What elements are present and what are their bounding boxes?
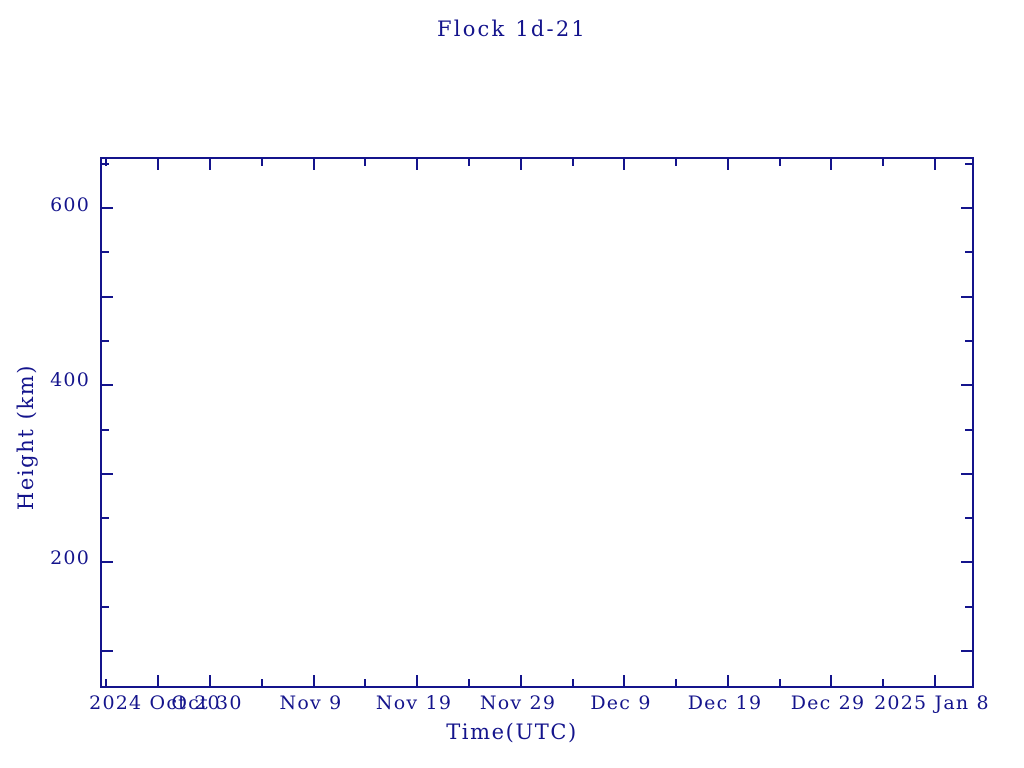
x-axis-tick-major bbox=[520, 675, 522, 686]
x-tick-label: Dec 19 bbox=[687, 692, 763, 714]
y-axis-tick-major bbox=[102, 207, 113, 209]
x-axis-tick-minor bbox=[882, 159, 884, 166]
x-axis-tick-minor bbox=[364, 679, 366, 686]
x-tick-label: 2024 Oct 20 bbox=[89, 692, 221, 714]
x-axis-title: Time(UTC) bbox=[446, 720, 578, 744]
y-axis-tick-major bbox=[102, 650, 113, 652]
x-axis-tick-major bbox=[416, 159, 418, 170]
x-axis-tick-minor bbox=[882, 679, 884, 686]
x-axis-tick-major bbox=[157, 675, 159, 686]
x-axis-tick-minor bbox=[572, 679, 574, 686]
x-axis-tick-major bbox=[520, 159, 522, 170]
x-axis-tick-major bbox=[830, 159, 832, 170]
x-axis-tick-major bbox=[727, 159, 729, 170]
y-axis-tick-major bbox=[102, 561, 113, 563]
y-axis-title: Height (km) bbox=[14, 363, 38, 511]
y-tick-label: 400 bbox=[50, 369, 90, 391]
y-axis-tick-major bbox=[961, 384, 972, 386]
y-axis-tick-minor bbox=[965, 517, 972, 519]
y-axis-tick-minor bbox=[102, 517, 109, 519]
y-axis-tick-major bbox=[961, 473, 972, 475]
y-axis-tick-minor bbox=[965, 251, 972, 253]
plot-area bbox=[102, 159, 972, 686]
x-axis-tick-major bbox=[157, 159, 159, 170]
y-axis-tick-major bbox=[961, 561, 972, 563]
x-axis-tick-minor bbox=[675, 159, 677, 166]
x-tick-label: Dec 9 bbox=[590, 692, 652, 714]
x-axis-tick-major bbox=[623, 159, 625, 170]
x-axis-tick-minor bbox=[468, 679, 470, 686]
x-tick-label: Nov 9 bbox=[279, 692, 343, 714]
x-axis-tick-major bbox=[934, 675, 936, 686]
x-tick-label: Oct 30 bbox=[171, 692, 243, 714]
y-axis-tick-major bbox=[961, 650, 972, 652]
y-axis-tick-major bbox=[102, 473, 113, 475]
y-axis-tick-minor bbox=[965, 606, 972, 608]
x-tick-label: Dec 29 bbox=[790, 692, 866, 714]
x-axis-tick-major bbox=[416, 675, 418, 686]
x-axis-tick-minor bbox=[261, 679, 263, 686]
y-tick-label: 200 bbox=[50, 547, 90, 569]
y-tick-label: 600 bbox=[50, 194, 90, 216]
y-axis-tick-minor bbox=[102, 606, 109, 608]
x-axis-tick-minor bbox=[364, 159, 366, 166]
x-axis-tick-minor bbox=[572, 159, 574, 166]
plot-frame bbox=[100, 157, 974, 688]
y-axis-tick-major bbox=[961, 207, 972, 209]
x-axis-tick-minor bbox=[779, 159, 781, 166]
x-axis-tick-major bbox=[209, 675, 211, 686]
y-axis-tick-minor bbox=[102, 251, 109, 253]
x-axis-tick-major bbox=[313, 675, 315, 686]
x-axis-tick-major bbox=[830, 675, 832, 686]
x-axis-tick-minor bbox=[105, 159, 107, 166]
y-axis-tick-minor bbox=[965, 340, 972, 342]
x-axis-tick-minor bbox=[261, 159, 263, 166]
x-tick-label: Nov 19 bbox=[375, 692, 453, 714]
x-axis-tick-minor bbox=[468, 159, 470, 166]
y-axis-tick-minor bbox=[102, 340, 109, 342]
y-axis-tick-major bbox=[961, 296, 972, 298]
y-axis-tick-major bbox=[102, 384, 113, 386]
y-axis-tick-minor bbox=[102, 429, 109, 431]
x-axis-tick-minor bbox=[779, 679, 781, 686]
x-axis-tick-minor bbox=[105, 679, 107, 686]
y-axis-tick-minor bbox=[965, 163, 972, 165]
y-axis-tick-major bbox=[102, 296, 113, 298]
y-axis-tick-minor bbox=[965, 429, 972, 431]
x-tick-label: Nov 29 bbox=[479, 692, 557, 714]
x-axis-tick-major bbox=[313, 159, 315, 170]
y-axis-tick-minor bbox=[102, 163, 109, 165]
x-axis-tick-major bbox=[727, 675, 729, 686]
x-axis-tick-major bbox=[623, 675, 625, 686]
x-axis-tick-major bbox=[209, 159, 211, 170]
chart-title: Flock 1d-21 bbox=[437, 17, 587, 41]
x-axis-tick-minor bbox=[675, 679, 677, 686]
x-tick-label: 2025 Jan 8 bbox=[874, 692, 990, 714]
x-axis-tick-major bbox=[934, 159, 936, 170]
